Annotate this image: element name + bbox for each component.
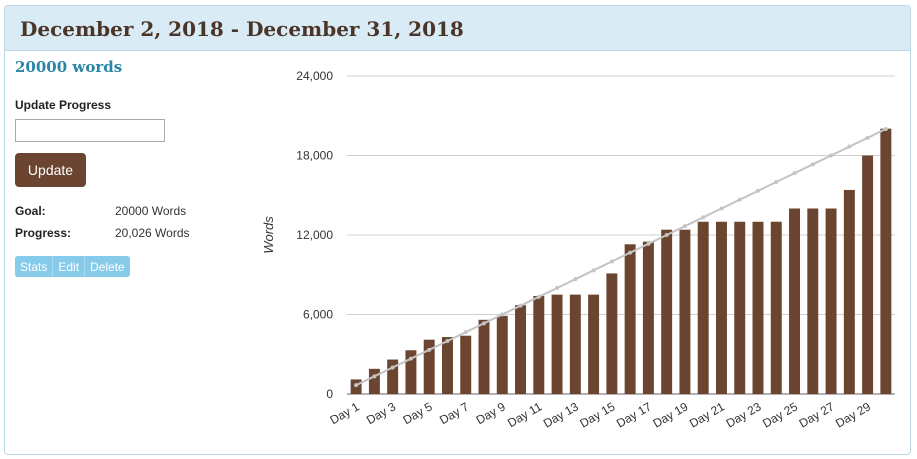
target-point [829, 153, 834, 158]
bar [478, 319, 490, 394]
x-tick-label: Day 3 [364, 399, 398, 427]
goal-value: 20000 Words [115, 204, 187, 218]
target-point [609, 259, 614, 264]
bar [606, 273, 618, 394]
goal-key: Goal: [15, 204, 46, 218]
bar [588, 294, 600, 394]
bar [460, 335, 472, 394]
bar [715, 221, 727, 394]
target-point [482, 321, 486, 326]
bar [825, 208, 837, 394]
target-line [355, 128, 887, 387]
target-point [628, 250, 633, 255]
bar [496, 315, 508, 394]
target-point [408, 356, 413, 361]
update-progress-label: Update Progress [15, 98, 112, 112]
progress-value: 20,026 Words [115, 226, 190, 240]
bar [387, 359, 399, 394]
x-tick-label: Day 19 [650, 399, 690, 430]
y-tick-label: 12,000 [296, 228, 333, 242]
x-tick-label: Day 15 [577, 399, 617, 430]
target-point [756, 188, 760, 193]
target-point [810, 162, 815, 167]
x-tick-label: Day 27 [797, 399, 837, 430]
x-tick-label: Day 29 [833, 399, 873, 430]
x-tick-label: Day 13 [541, 399, 581, 430]
target-point [664, 232, 669, 237]
y-tick-label: 24,000 [296, 69, 333, 83]
x-tick-label: Day 5 [401, 399, 435, 427]
bar [423, 339, 435, 394]
target-point [646, 241, 651, 246]
x-tick-label: Day 1 [327, 399, 361, 427]
target-point [719, 206, 724, 211]
target-point [500, 312, 505, 317]
target-point [883, 127, 888, 131]
bar [697, 221, 709, 394]
target-point [737, 197, 742, 202]
target-point [865, 135, 870, 140]
target-point [354, 383, 359, 388]
target-point [847, 144, 852, 149]
bar [624, 244, 636, 394]
progress-key: Progress: [15, 226, 72, 240]
bar [661, 229, 673, 394]
y-tick-label: 6,000 [303, 308, 333, 322]
bar [533, 295, 545, 394]
target-point [372, 374, 377, 379]
edit-button[interactable]: Edit [53, 256, 86, 277]
x-tick-label: Day 11 [505, 399, 544, 430]
target-point [573, 277, 578, 282]
bar [862, 155, 874, 394]
x-tick-label: Day 25 [760, 399, 800, 430]
y-axis-label: Words [261, 216, 276, 254]
target-point [445, 338, 450, 343]
target-point [701, 215, 706, 220]
stats-button[interactable]: Stats [15, 256, 54, 277]
target-point [792, 171, 797, 176]
update-button[interactable]: Update [15, 153, 86, 187]
bar [789, 208, 801, 394]
progress-panel: 20000 words Update Progress Update Goal:… [15, 58, 255, 277]
target-point [591, 268, 596, 273]
bar [679, 229, 691, 394]
delete-button[interactable]: Delete [85, 256, 130, 277]
bar [368, 368, 380, 394]
bar [880, 128, 892, 394]
x-tick-label: Day 7 [437, 399, 471, 427]
bar [642, 241, 654, 394]
bar [515, 305, 527, 394]
target-point [682, 224, 687, 229]
bar [551, 294, 563, 394]
y-tick-label: 0 [326, 387, 333, 401]
x-tick-label: Day 17 [614, 399, 654, 430]
bar [734, 221, 746, 394]
bar [752, 221, 764, 394]
target-point [518, 303, 523, 308]
action-button-group: Stats Edit Delete [15, 256, 130, 277]
x-tick-label: Day 23 [724, 399, 764, 430]
bar [770, 221, 782, 394]
y-tick-label: 18,000 [296, 149, 333, 163]
progress-input[interactable] [15, 119, 165, 142]
target-point [555, 285, 560, 290]
bar [569, 294, 581, 394]
target-point [390, 365, 395, 370]
target-point [427, 347, 432, 352]
x-tick-label: Day 21 [687, 399, 727, 430]
bar [807, 208, 819, 394]
target-point [774, 179, 779, 184]
goal-heading: 20000 words [15, 58, 123, 76]
bar [441, 337, 453, 394]
target-point [463, 330, 468, 335]
target-point [536, 294, 541, 299]
x-tick-label: Day 9 [474, 399, 508, 427]
bar [405, 350, 417, 394]
page-title: December 2, 2018 - December 31, 2018 [20, 17, 464, 41]
bar [843, 189, 855, 394]
card-header: December 2, 2018 - December 31, 2018 [5, 6, 910, 51]
